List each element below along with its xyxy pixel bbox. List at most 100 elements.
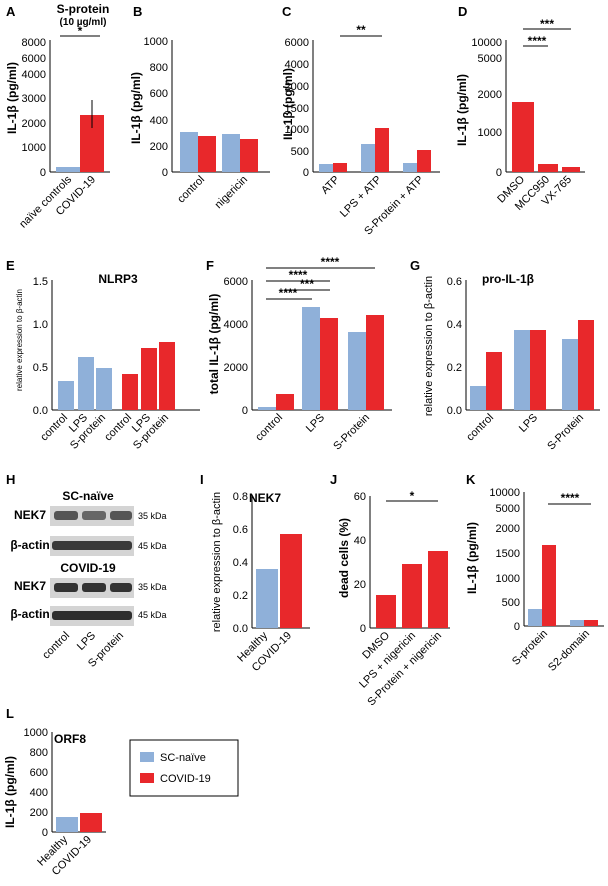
panel-a-ytick: 0 (40, 167, 46, 179)
panel-k-yticks: 0 500 1000 1500 2000 5000 10000 (489, 487, 520, 633)
bar-d-dmso (512, 102, 534, 172)
blot-band (52, 611, 132, 620)
bar-e-5 (159, 342, 175, 410)
panel-d-ylabel: IL-1β (pg/ml) (455, 74, 469, 146)
panel-g-ytick: 0.0 (447, 405, 462, 417)
panel-g-ylabel: relative expression to β-actin (423, 276, 435, 416)
bar-g-control-covid (486, 352, 502, 410)
panel-f-ytick: 2000 (224, 362, 248, 374)
bar-f-sp-covid (366, 315, 384, 410)
panel-label-j: J (330, 472, 337, 487)
xtick-g-0: control (464, 412, 496, 444)
sig-a: * (78, 24, 83, 38)
panel-i-yticks: 0.0 0.2 0.4 0.6 0.8 (233, 491, 248, 635)
panel-label-h: H (6, 472, 15, 487)
panel-e-ylabel: relative expression to β-actin (15, 289, 24, 391)
bar-k-sp-covid (542, 545, 556, 626)
panel-g-ytick: 0.2 (447, 362, 462, 374)
panel-l-ytick: 600 (30, 767, 48, 779)
bar-d-vx765 (562, 167, 580, 172)
panel-e-ytick: 0.0 (33, 405, 48, 417)
bar-f-lps-naive (302, 307, 320, 410)
xtick-e-3: control (102, 412, 134, 444)
bar-g-sp-covid (578, 320, 594, 410)
panel-b-ytick: 800 (150, 62, 168, 74)
sig-f-2: **** (289, 268, 308, 282)
panel-g-ytick: 0.6 (447, 276, 462, 288)
panel-a-ytick: 1000 (22, 142, 46, 154)
blot-kda: 45 kDa (138, 541, 167, 551)
panel-j-ytick: 40 (354, 535, 366, 547)
panel-g-title: pro-IL-1β (482, 272, 534, 286)
bar-c-lpsatp-naive (361, 144, 375, 172)
blot-band (110, 511, 132, 520)
bar-l-covid (80, 813, 102, 832)
bar-b-nigericin-naive (222, 134, 240, 172)
panel-e-ytick: 1.5 (33, 276, 48, 288)
panel-label-l: L (6, 706, 14, 721)
bar-b-control-covid (198, 136, 216, 172)
sig-f-4: **** (279, 286, 298, 300)
bar-j-dmso (376, 595, 396, 628)
panel-a-ytick: 3000 (22, 93, 46, 105)
panel-label-c: C (282, 4, 292, 19)
panel-d-ytick: 2000 (478, 89, 502, 101)
panel-l-ylabel: IL-1β (pg/ml) (3, 756, 17, 828)
panel-c-ytick: 6000 (285, 37, 309, 49)
panel-e-title: NLRP3 (98, 272, 138, 286)
panel-k-ytick: 2000 (496, 523, 520, 535)
legend-label-covid: COVID-19 (160, 773, 211, 785)
panel-c-ylabel: IL-1β (pg/ml) (281, 68, 295, 140)
panel-k-ytick: 500 (502, 597, 520, 609)
panel-a-subtitle: (10 µg/ml) (60, 17, 107, 28)
blot-band (82, 511, 106, 520)
bar-i-healthy (256, 569, 278, 628)
xtick-b-0: control (175, 174, 207, 206)
panel-g-yticks: 0.0 0.2 0.4 0.6 (447, 276, 462, 417)
bar-k-s2-covid (584, 620, 598, 626)
panel-j-ytick: 20 (354, 579, 366, 591)
panel-a-ytick: 4000 (22, 69, 46, 81)
panel-d-ytick: 10000 (471, 37, 502, 49)
bar-e-1 (78, 357, 94, 410)
panel-c-ytick: 1000 (285, 124, 309, 136)
panel-f-ytick: 6000 (224, 276, 248, 288)
blot-lane-label: control (40, 630, 72, 662)
panel-c-ytick: 500 (291, 146, 309, 158)
panel-k-ytick: 1000 (496, 573, 520, 585)
panel-k-ylabel: IL-1β (pg/ml) (465, 522, 479, 594)
sig-j: * (410, 489, 415, 503)
panel-label-k: K (466, 472, 476, 487)
panel-d-ytick: 5000 (478, 53, 502, 65)
panel-a-title: S-protein (57, 2, 110, 16)
xtick-f-2: S-Protein (331, 412, 372, 453)
xtick-f-0: control (253, 412, 285, 444)
legend: SC-naïve COVID-19 (129, 739, 239, 797)
panel-b-ylabel: IL-1β (pg/ml) (129, 72, 143, 144)
bar-g-sp-naive (562, 339, 578, 410)
panel-k-ytick: 0 (514, 621, 520, 633)
bar-f-sp-naive (348, 332, 366, 410)
panel-e-ytick: 0.5 (33, 362, 48, 374)
panel-label-f: F (206, 258, 214, 273)
xtick-b-1: nigericin (213, 174, 250, 211)
panel-b-ytick: 0 (162, 167, 168, 179)
xtick-f-1: LPS (304, 412, 327, 435)
bar-g-control-naive (470, 386, 486, 410)
bar-d-mcc950 (538, 164, 558, 172)
blot-band (54, 511, 78, 520)
bar-c-atp-covid (333, 163, 347, 172)
sig-d-2: *** (540, 17, 554, 31)
legend-box (129, 739, 239, 797)
panel-l-ytick: 800 (30, 747, 48, 759)
xtick-k-0: S-protein (510, 628, 550, 668)
panel-i-title: NEK7 (249, 491, 281, 505)
blot-row-label: β-actin (10, 607, 49, 621)
blot-row-label: NEK7 (14, 508, 46, 522)
bar-e-4 (141, 348, 157, 410)
bar-f-lps-covid (320, 318, 338, 410)
panel-a-ylabel: IL-1β (pg/ml) (5, 62, 19, 134)
blot-band (52, 541, 132, 550)
panel-a-yticks: 0 1000 2000 3000 4000 6000 8000 (22, 37, 46, 179)
